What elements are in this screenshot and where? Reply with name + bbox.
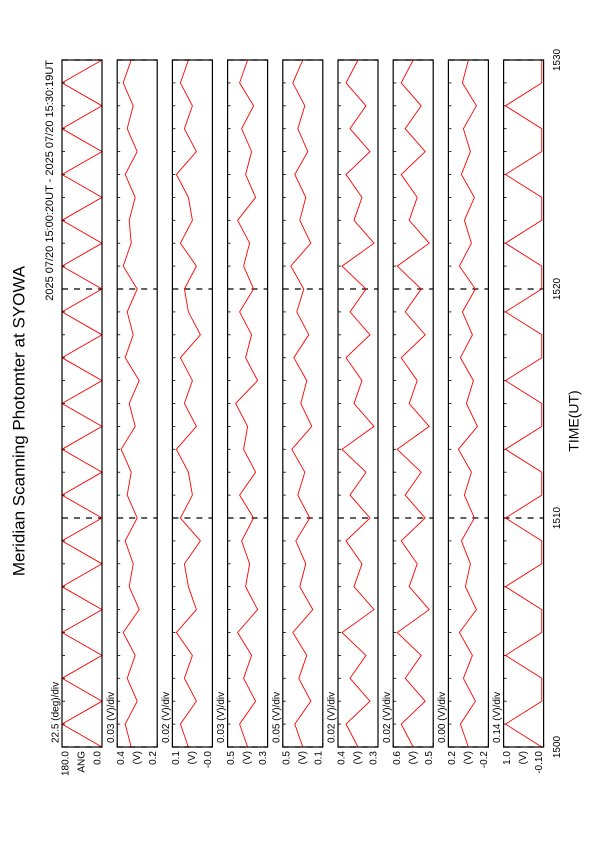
x-tick-label: 1500 — [552, 735, 563, 758]
panel-frame — [447, 59, 489, 748]
y-axis-label: (V) — [242, 751, 253, 764]
x-tick-label: 1520 — [552, 277, 563, 300]
scale-label: 0.00 (V)/div — [437, 692, 448, 743]
y-tick-label: 0.5 — [281, 751, 292, 765]
y-tick-label: 0.4 — [337, 751, 348, 765]
y-tick-label: 1.0 — [502, 751, 513, 765]
data-line — [290, 59, 314, 748]
scale-label: 0.03 (V)/div — [216, 692, 227, 743]
y-tick-label: 0.5 — [226, 751, 237, 765]
scale-label: 0.02 (V)/div — [327, 692, 338, 743]
y-axis-label: (V) — [408, 751, 419, 764]
y-axis-label: (V) — [187, 751, 198, 764]
panel-frame — [282, 59, 324, 748]
panel-frame — [116, 59, 158, 748]
y-axis-label: ANG — [77, 751, 88, 773]
panel-frame — [392, 59, 434, 748]
y-tick-label: 0.1 — [313, 751, 324, 765]
chart: Meridian Scanning Photomter at SYOWA 202… — [9, 48, 581, 776]
y-tick-label: 0.2 — [447, 751, 458, 765]
y-tick-label: -0.0 — [203, 751, 214, 769]
panel-frame — [61, 59, 103, 748]
data-line — [396, 59, 430, 748]
x-axis-label: TIME(UT) — [566, 390, 582, 451]
y-axis-label: (V) — [132, 751, 143, 764]
x-tick-label: 1530 — [552, 48, 563, 71]
chart-title: Meridian Scanning Photomter at SYOWA — [9, 265, 28, 576]
y-tick-label: 0.1 — [171, 751, 182, 765]
data-line — [504, 60, 543, 748]
y-tick-label: 0.4 — [116, 751, 127, 765]
y-tick-label: 0.6 — [392, 751, 403, 765]
panel-frame — [171, 59, 213, 748]
x-tick-label: 1510 — [552, 506, 563, 529]
panel-frame — [503, 59, 545, 748]
chart-subtitle: 2025 07/20 15:00:20UT - 2025 07/20 15:30… — [44, 60, 56, 301]
y-axis-label: (V) — [353, 751, 364, 764]
panel-frame — [337, 59, 379, 748]
data-line — [341, 59, 375, 748]
data-line — [235, 59, 259, 748]
scale-label: 0.14 (V)/div — [492, 692, 503, 743]
scale-label: 22.5 (deg)/div — [51, 682, 62, 743]
y-tick-label: 0.2 — [148, 751, 159, 765]
y-tick-label: 180.0 — [61, 751, 72, 776]
scale-label: 0.02 (V)/div — [382, 692, 393, 743]
y-tick-label: 0.0 — [93, 751, 104, 765]
y-tick-label: 0.3 — [369, 751, 380, 765]
y-axis-label: (V) — [518, 751, 529, 764]
data-line — [175, 59, 201, 748]
data-line — [120, 59, 140, 748]
panel-frame — [227, 59, 269, 748]
y-axis-label: (V) — [297, 751, 308, 764]
y-tick-label: -0.10 — [534, 751, 545, 774]
scale-label: 0.02 (V)/div — [161, 692, 172, 743]
scale-label: 0.05 (V)/div — [271, 692, 282, 743]
data-line — [457, 59, 478, 748]
y-tick-label: -0.2 — [479, 751, 490, 769]
scale-label: 0.03 (V)/div — [106, 692, 117, 743]
y-tick-label: 0.3 — [258, 751, 269, 765]
y-tick-label: 0.5 — [424, 751, 435, 765]
y-axis-label: (V) — [463, 751, 474, 764]
